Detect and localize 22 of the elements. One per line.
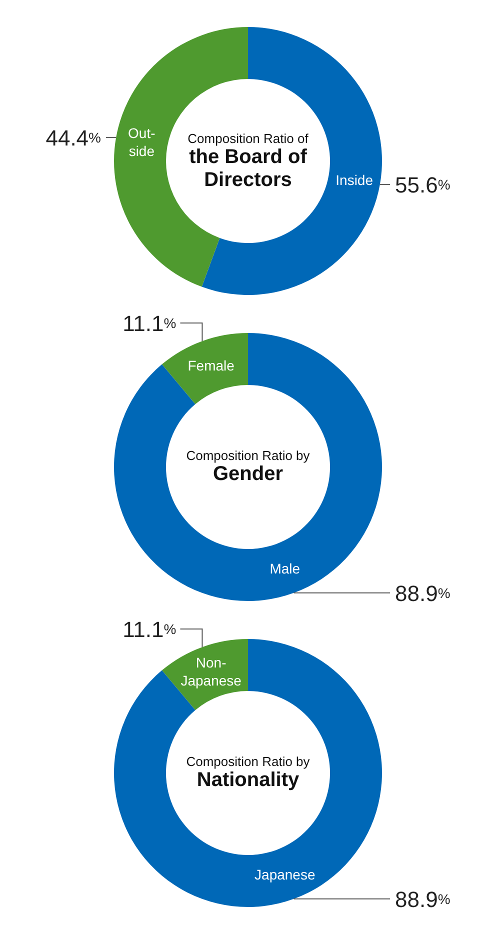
text: the Board of Directors [189,146,308,192]
data-label: 11.1% [122,310,176,336]
text: Composition Ratio by [186,754,310,769]
data-label: 88.9% [395,580,450,606]
slice-label: Non- Japanese [180,654,242,688]
data-label: 44.4% [46,125,101,150]
text: Gender [212,463,284,486]
data-label: 55.6% [395,172,450,197]
slice-label: Japanese [254,866,316,882]
slice-label: Male [270,560,300,576]
donut-slice [162,333,248,404]
donut-slice [114,639,382,907]
slice-label: Out- side [128,125,156,160]
data-label: 88.9% [395,886,450,912]
donut-slice [162,639,248,710]
text: Nationality [196,769,300,792]
text: Composition Ratio of [188,130,308,146]
text: Composition Ratio by [186,448,310,463]
slice-label: Inside [336,172,374,188]
data-label: 11.1% [122,616,176,642]
slice-label: Female [188,358,235,374]
donut-slice [114,333,382,601]
